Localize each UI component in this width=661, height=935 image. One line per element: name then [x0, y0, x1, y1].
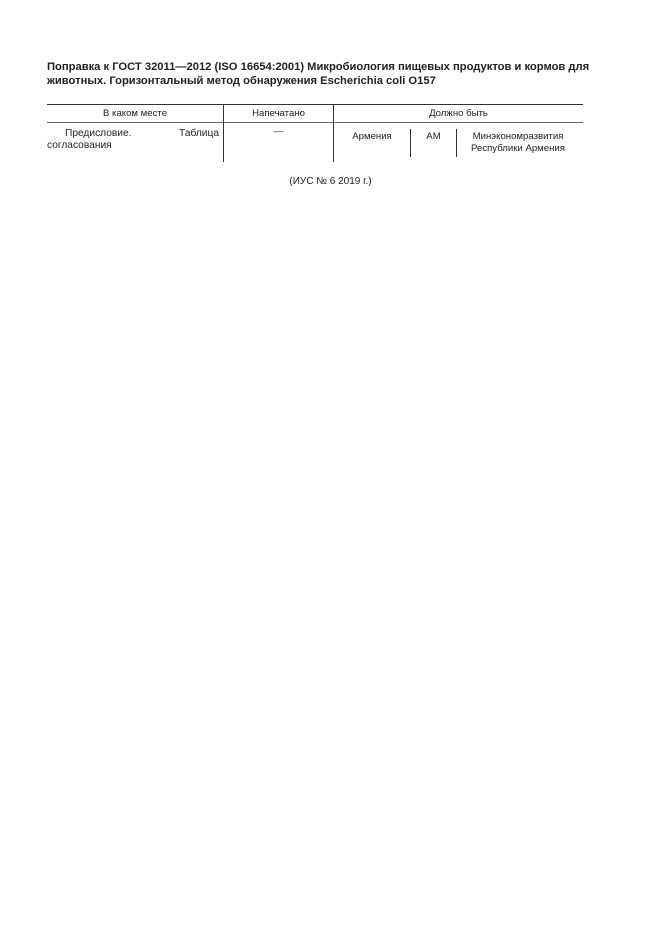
header-should-be: Должно быть — [429, 108, 488, 119]
cell-authority: Минэкономразвития Республики Армения — [471, 131, 565, 154]
header-divider — [47, 122, 583, 123]
cell-place: Предисловие. Таблица согласования — [47, 128, 219, 151]
cell-printed: — — [273, 126, 284, 137]
column-divider — [223, 104, 224, 162]
column-divider — [456, 129, 457, 157]
document-title: Поправка к ГОСТ 32011—2012 (ISO 16654:20… — [47, 61, 590, 87]
cell-country: Армения — [352, 131, 392, 142]
cell-code: AM — [426, 131, 441, 142]
header-printed: Напечатано — [252, 108, 305, 119]
table-top-border — [47, 104, 583, 105]
column-divider — [410, 129, 411, 157]
issue-reference: (ИУС № 6 2019 г.) — [289, 176, 372, 187]
column-divider — [333, 104, 334, 162]
header-place: В каком месте — [102, 108, 168, 119]
